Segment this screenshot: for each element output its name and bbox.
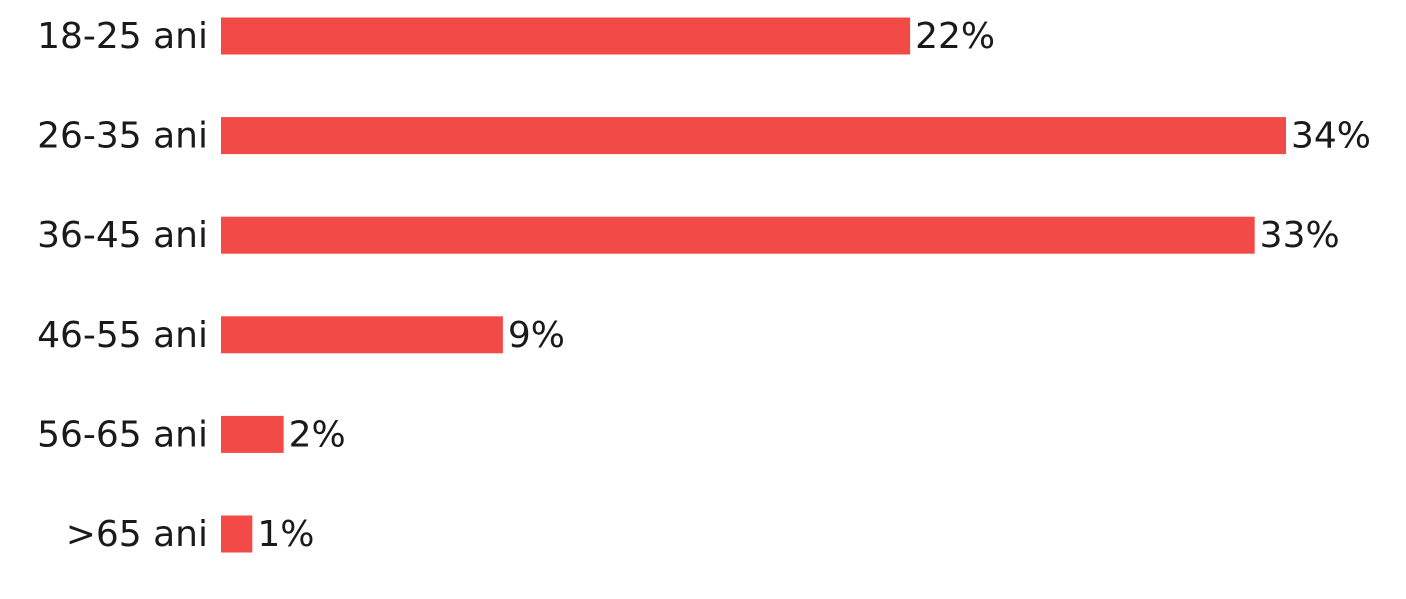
bar: [221, 117, 1286, 155]
value-label: 33%: [1260, 215, 1340, 256]
value-label: 1%: [257, 514, 314, 555]
value-label: 9%: [508, 315, 565, 356]
category-label: 26-35 ani: [37, 116, 208, 157]
category-label: 36-45 ani: [37, 215, 208, 256]
value-label: 22%: [915, 16, 995, 57]
category-label: >65 ani: [66, 514, 208, 555]
bar: [221, 515, 253, 553]
category-label: 56-65 ani: [37, 414, 208, 455]
value-label: 2%: [289, 414, 346, 455]
bar: [221, 415, 284, 453]
value-label: 34%: [1291, 116, 1371, 157]
category-label: 18-25 ani: [37, 16, 208, 57]
bar: [221, 17, 911, 55]
category-label: 46-55 ani: [37, 315, 208, 356]
bar: [221, 216, 1255, 254]
bar: [221, 316, 503, 354]
